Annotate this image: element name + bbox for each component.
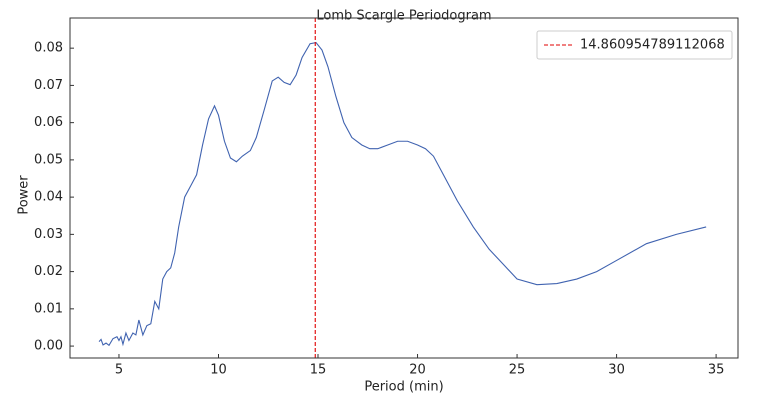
y-tick-label: 0.04	[34, 190, 63, 205]
x-tick-label: 30	[608, 363, 625, 378]
x-tick-label: 15	[310, 363, 327, 378]
chart-title: Lomb Scargle Periodogram	[316, 9, 491, 24]
y-tick-label: 0.03	[34, 227, 63, 242]
y-tick-label: 0.05	[34, 152, 63, 167]
legend-label: 14.860954789112068	[580, 38, 725, 53]
y-tick-label: 0.06	[34, 115, 63, 130]
x-tick-label: 5	[115, 363, 123, 378]
x-tick-label: 20	[409, 363, 426, 378]
y-tick-label: 0.00	[34, 339, 63, 354]
x-tick-label: 25	[509, 363, 526, 378]
legend-box	[536, 30, 733, 60]
y-tick-label: 0.01	[34, 301, 63, 316]
y-tick-label: 0.07	[34, 78, 63, 93]
x-tick-label: 35	[708, 363, 725, 378]
x-axis-label: Period (min)	[364, 380, 443, 395]
y-axis-label: Power	[17, 175, 32, 215]
x-tick-label: 10	[210, 363, 227, 378]
plot-frame	[69, 17, 739, 359]
y-tick-label: 0.02	[34, 264, 63, 279]
line-series	[98, 41, 707, 347]
y-tick-label: 0.08	[34, 41, 63, 56]
